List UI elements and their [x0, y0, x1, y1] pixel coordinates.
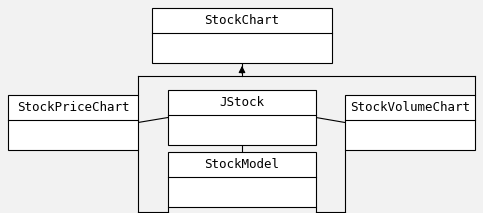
Bar: [8, 95, 138, 150]
Bar: [345, 95, 475, 150]
Bar: [168, 90, 316, 145]
Text: StockModel: StockModel: [204, 158, 280, 171]
Bar: [152, 8, 332, 63]
Text: StockPriceChart: StockPriceChart: [17, 101, 129, 114]
Text: StockChart: StockChart: [204, 14, 280, 27]
Text: StockVolumeChart: StockVolumeChart: [350, 101, 470, 114]
Text: JStock: JStock: [219, 96, 265, 109]
Bar: [168, 152, 316, 207]
